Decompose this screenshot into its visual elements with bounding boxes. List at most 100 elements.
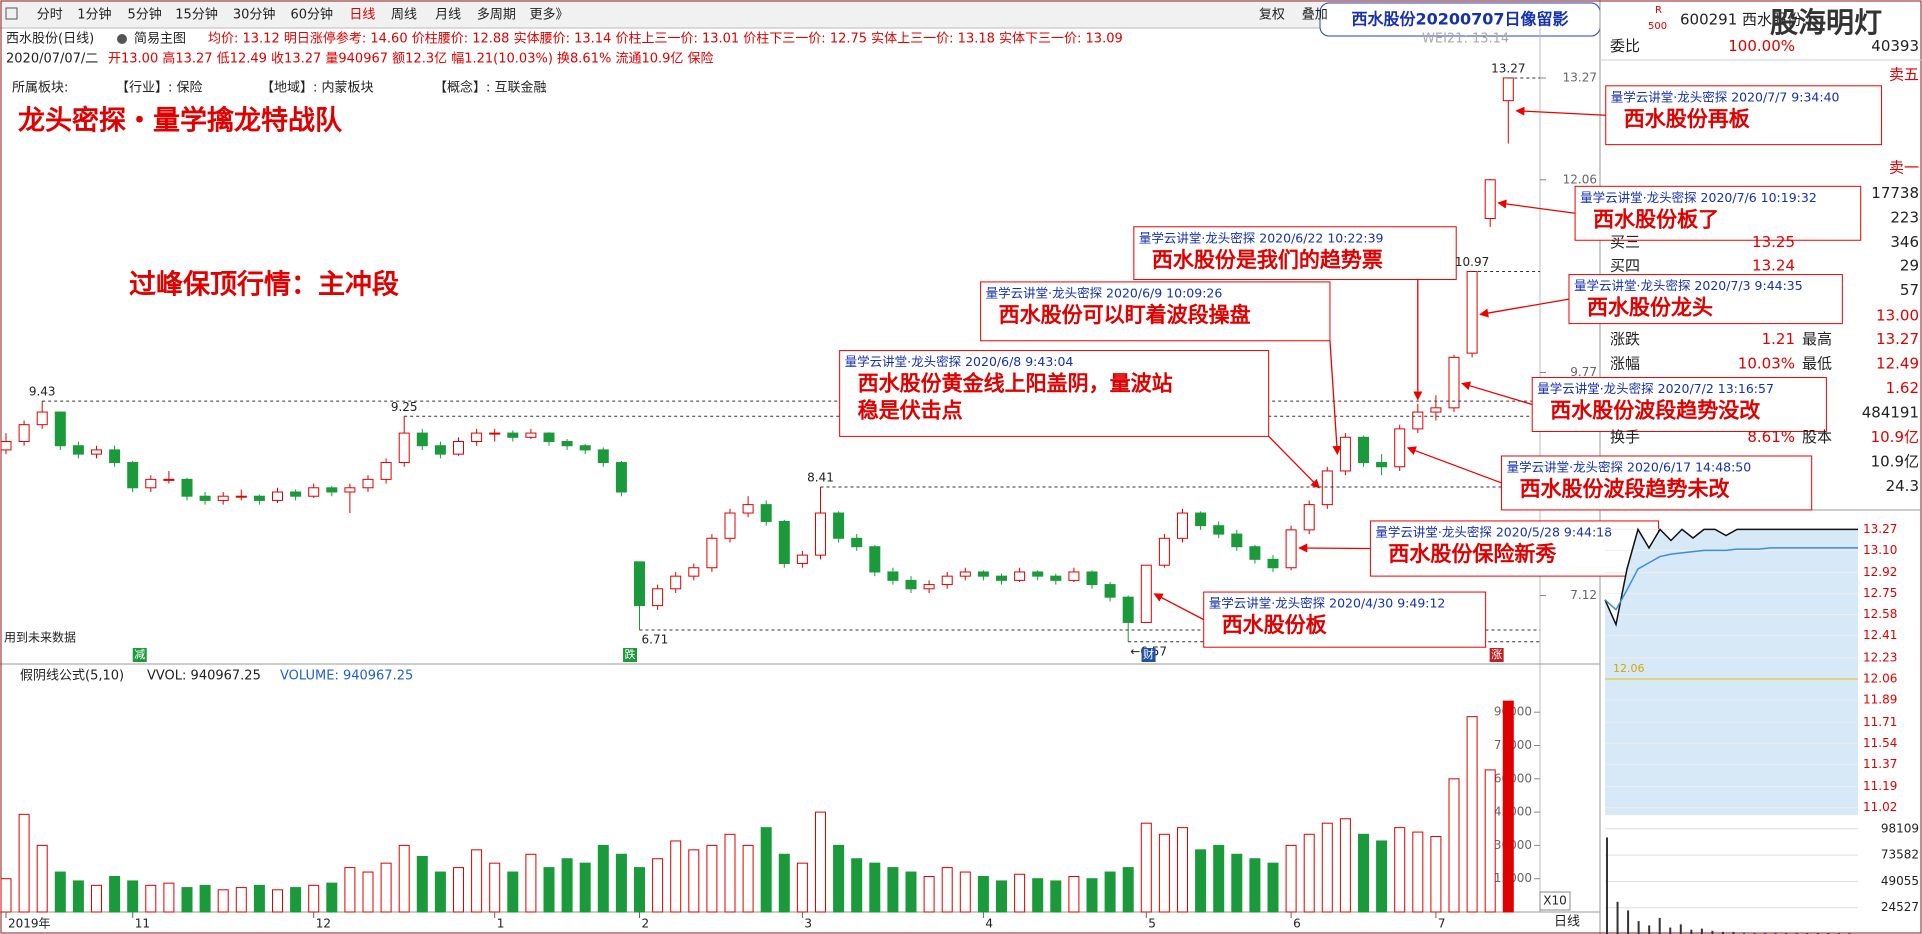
candle-body [1303,504,1315,531]
candle-body [127,462,139,489]
candle-body [36,411,48,426]
volume-bar [525,853,537,913]
volume-bar [181,887,193,913]
toolbar-icon[interactable] [5,7,18,20]
candle-body [561,441,573,447]
stock-name: 西水股份(日线) [6,32,94,47]
quote-value: 12.49 [1876,355,1919,373]
tab[interactable]: 5分钟 [127,7,161,23]
volume-bar [362,871,374,913]
callout-time: 量学云讲堂·龙头密探 2020/6/22 10:22:39 [1139,230,1384,245]
toolbar-button[interactable]: 叠加 [1302,8,1328,23]
event-label[interactable]: 跌 [625,647,636,661]
tab[interactable]: 30分钟 [233,7,276,23]
candle-body [851,537,863,548]
volume-bar [796,862,808,913]
reference-label: 12.06 [1613,662,1645,675]
tab[interactable]: 月线 [435,8,461,23]
badge: R [1655,5,1662,16]
quote-value: 卖一 [1889,158,1919,176]
candle-body [54,411,66,447]
callout-time: 量学云讲堂·龙头密探 2020/7/6 10:19:32 [1580,190,1817,205]
callout-arrow [1497,199,1576,214]
y-tick-label: 73582 [1881,848,1919,862]
mode-icon[interactable] [117,34,127,44]
tab[interactable]: 更多》 [530,7,569,23]
volume-bar [398,844,410,913]
volume-bar [1412,831,1424,913]
volume-bar [1050,880,1062,913]
quote-label: 涨跌 [1610,330,1640,348]
volume-bar [1285,844,1297,913]
tab[interactable]: 15分钟 [175,7,218,23]
callout-time: 量学云讲堂·龙头密探 2020/7/7 9:34:40 [1611,89,1840,104]
volume-bar [1502,700,1514,913]
candle-body [1213,525,1225,535]
event-marker[interactable] [1141,648,1156,662]
callout-text: 西水股份波段趋势没改 [1550,399,1761,423]
volume-bar [91,884,102,913]
candle-body [1484,179,1496,219]
event-marker[interactable] [623,648,638,662]
callout-text: 西水股份龙头 [1587,296,1713,320]
candle-body [326,487,338,493]
y-tick-label: 12.92 [1863,565,1897,579]
event-marker[interactable] [1489,648,1504,662]
event-label[interactable]: 涨 [1491,648,1502,661]
candle-body [398,432,410,464]
callout-time: 量学云讲堂·龙头密探 2020/6/17 14:48:50 [1507,459,1752,474]
tab[interactable]: 分时 [37,8,63,23]
intraday-volume [1743,932,1746,934]
y-tick-label: 7.12 [1570,588,1597,602]
volume-bar [1358,833,1369,913]
candle-body [525,432,537,438]
volume-bar [941,867,953,913]
quote-value: 29 [1900,256,1919,274]
intraday-line [1604,527,1858,628]
quote-label: 最低 [1802,355,1832,373]
event-label[interactable]: 减 [134,648,145,661]
period-label[interactable]: 日线 [1554,915,1580,930]
volume-bar [54,871,66,913]
volume-bar [833,844,845,913]
headline: 龙头密探・量学擒龙特战队 [18,105,343,137]
y-tick-label: 11.71 [1863,715,1897,729]
event-label[interactable]: 财 [1143,647,1154,661]
unit-box [1539,891,1571,911]
sector: 【行业】: 保险 [116,81,203,96]
volume-bar [977,875,989,913]
volume-bar [670,840,682,913]
tab[interactable]: 多周期 [477,7,516,23]
intraday-volume [1606,837,1608,934]
tab[interactable]: 周线 [391,8,417,23]
intraday-volume [1669,927,1672,934]
volume-bar [434,871,446,913]
quote-value: 13.00 [1876,307,1919,325]
candle-body [181,478,193,497]
quote-value: 1.21 [1762,330,1795,348]
price-mark-label: 9.25 [391,400,418,414]
event-marker[interactable] [132,648,147,662]
toolbar-button[interactable]: 复权 [1259,7,1285,23]
candle-body [796,554,808,565]
volume-bar [326,882,338,913]
candle-body [941,575,953,586]
callout-arrow [1461,381,1533,406]
x-tick-label: 11 [135,917,150,931]
volume-bar [778,853,790,913]
quote-value: 卖五 [1889,65,1919,83]
candle-body [217,495,229,501]
tab[interactable]: 60分钟 [291,7,334,23]
candle-body [253,495,265,501]
price-mark-label: 6.71 [642,633,669,647]
subtitle: 过峰保顶行情：主冲段 [129,269,399,301]
quote-value: 10.03% [1738,355,1795,373]
volume-bar [724,833,736,913]
chart-mode[interactable]: 简易主图 [134,31,186,47]
tab[interactable]: 1分钟 [77,7,111,23]
candle-body [634,561,645,607]
tab[interactable]: 日线 [349,8,375,23]
volume-bar [217,889,229,913]
volume-bar [1339,818,1351,913]
callout-time: 量学云讲堂·龙头密探 2020/6/8 9:43:04 [845,354,1074,369]
